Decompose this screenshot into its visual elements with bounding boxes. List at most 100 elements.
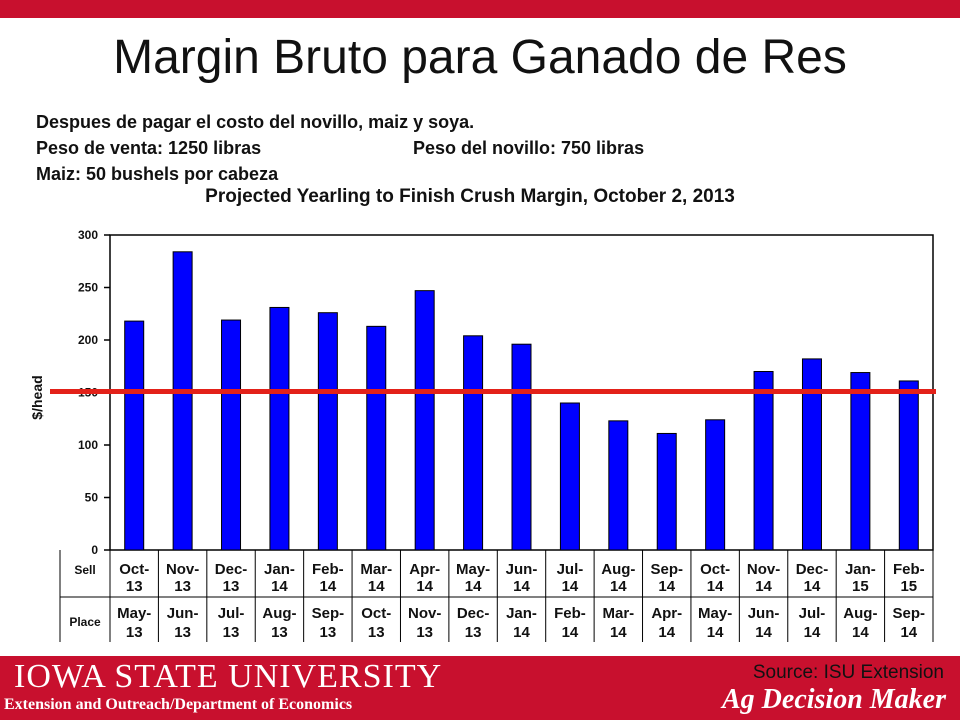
place-month-label: Jul- [218, 605, 245, 622]
info-corn: Maiz: 50 bushels por cabeza [36, 164, 279, 184]
place-month-label: Sep- [893, 605, 926, 622]
university-logo-text: IOWA STATE UNIVERSITY [14, 658, 443, 695]
place-year-label: 13 [465, 624, 482, 641]
sell-month-label: Dec- [796, 561, 829, 578]
sell-month-label: Nov- [747, 561, 780, 578]
row-label-place: Place [69, 615, 101, 629]
place-year-label: 13 [271, 624, 288, 641]
sell-month-label: Sep- [650, 561, 683, 578]
sell-year-label: 15 [900, 578, 917, 595]
info-sale-weight: Peso de venta: 1250 libras [36, 138, 262, 158]
bar [317, 312, 338, 551]
sell-month-label: Oct- [700, 561, 730, 578]
sell-year-label: 14 [755, 578, 772, 595]
info-line-1: Despues de pagar el costo del novillo, m… [36, 112, 475, 132]
place-month-label: Nov- [408, 605, 441, 622]
place-year-label: 14 [804, 624, 821, 641]
place-month-label: Dec- [457, 605, 490, 622]
place-year-label: 14 [658, 624, 675, 641]
place-year-label: 13 [416, 624, 433, 641]
place-month-label: May- [698, 605, 732, 622]
place-year-label: 13 [174, 624, 191, 641]
sell-month-label: Feb- [893, 561, 925, 578]
sell-year-label: 14 [368, 578, 385, 595]
brand-text: Ag Decision Maker [722, 684, 946, 715]
bar [172, 251, 193, 551]
bar [801, 358, 822, 551]
bar [850, 372, 871, 551]
place-month-label: Apr- [651, 605, 682, 622]
sell-year-label: 14 [416, 578, 433, 595]
sell-year-label: 14 [513, 578, 530, 595]
sell-month-label: Jun- [506, 561, 538, 578]
department-text: Extension and Outreach/Department of Eco… [4, 696, 353, 713]
bar [463, 335, 484, 551]
sell-month-label: Nov- [166, 561, 199, 578]
bar [608, 420, 629, 551]
y-axis-label: $/head [29, 375, 45, 419]
sell-month-label: Mar- [360, 561, 392, 578]
place-year-label: 13 [223, 624, 240, 641]
chart-title: Projected Yearling to Finish Crush Margi… [205, 186, 735, 207]
bar [511, 343, 532, 551]
place-year-label: 14 [852, 624, 869, 641]
sell-month-label: Dec- [215, 561, 248, 578]
sell-month-label: Jul- [557, 561, 584, 578]
y-tick-label: 100 [78, 438, 98, 452]
place-month-label: May- [117, 605, 151, 622]
bars [124, 251, 919, 551]
place-month-label: Mar- [602, 605, 634, 622]
sell-year-label: 14 [465, 578, 482, 595]
place-year-label: 14 [755, 624, 772, 641]
bar [705, 419, 726, 551]
bar [559, 402, 580, 551]
place-month-label: Jun- [748, 605, 780, 622]
sell-month-label: Feb- [312, 561, 344, 578]
bar [124, 320, 145, 551]
info-steer-weight: Peso del novillo: 750 libras [413, 138, 645, 158]
place-month-label: Jul- [799, 605, 826, 622]
sell-month-label: Oct- [119, 561, 149, 578]
sell-year-label: 13 [223, 578, 240, 595]
y-tick-label: 0 [91, 543, 98, 557]
place-year-label: 14 [900, 624, 917, 641]
place-year-label: 14 [610, 624, 627, 641]
sell-year-label: 14 [707, 578, 724, 595]
place-month-label: Aug- [843, 605, 877, 622]
place-month-label: Jan- [506, 605, 537, 622]
place-month-label: Sep- [312, 605, 345, 622]
bar [753, 371, 774, 551]
y-tick-label: 50 [85, 491, 99, 505]
y-tick-label: 250 [78, 281, 98, 295]
place-year-label: 13 [320, 624, 337, 641]
month-table: SellPlaceOct-13Nov-13Dec-13Jan-14Feb-14M… [59, 550, 934, 642]
y-tick-label: 300 [78, 228, 98, 242]
sell-year-label: 13 [174, 578, 191, 595]
sell-month-label: Jan- [845, 561, 876, 578]
bar [414, 290, 435, 551]
sell-month-label: Aug- [601, 561, 635, 578]
place-year-label: 14 [513, 624, 530, 641]
margin-bar-chart: 050100150200250300$/head SellPlaceOct-13… [29, 228, 936, 642]
sell-year-label: 14 [658, 578, 675, 595]
sell-year-label: 14 [320, 578, 337, 595]
sell-year-label: 14 [610, 578, 627, 595]
place-year-label: 14 [562, 624, 579, 641]
place-year-label: 13 [126, 624, 143, 641]
sell-month-label: May- [456, 561, 490, 578]
place-month-label: Feb- [554, 605, 586, 622]
bar [656, 432, 677, 551]
sell-month-label: Jan- [264, 561, 295, 578]
y-tick-label: 200 [78, 333, 98, 347]
place-year-label: 13 [368, 624, 385, 641]
place-month-label: Aug- [262, 605, 296, 622]
slide-title: Margin Bruto para Ganado de Res [113, 31, 847, 84]
row-label-sell: Sell [74, 563, 95, 577]
sell-year-label: 13 [126, 578, 143, 595]
bar [898, 380, 919, 551]
bar [269, 306, 290, 551]
bar [366, 325, 387, 551]
top-accent-bar [0, 0, 960, 18]
bar [221, 319, 242, 551]
place-month-label: Oct- [361, 605, 391, 622]
